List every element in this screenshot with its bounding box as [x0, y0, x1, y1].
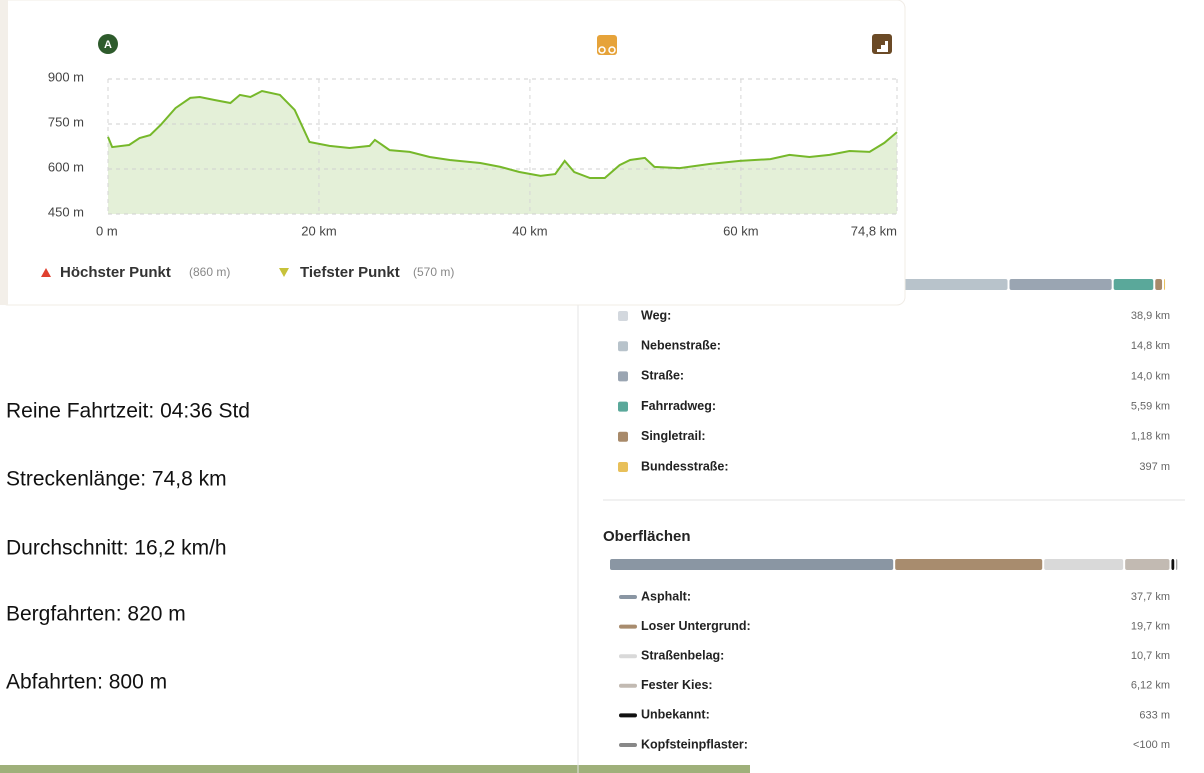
bar-segment	[899, 279, 1007, 290]
surfaces-title: Oberflächen	[603, 528, 691, 545]
stat: Reine Fahrtzeit: 04:36 Std	[6, 400, 250, 423]
item-value: 37,7 km	[1131, 591, 1170, 603]
bar-segment	[1010, 279, 1112, 290]
item-value: <100 m	[1133, 739, 1170, 751]
x-tick-label: 40 km	[512, 223, 547, 238]
item-name: Nebenstraße:	[641, 338, 721, 352]
item-value: 14,0 km	[1131, 370, 1170, 382]
y-tick-label: 600 m	[48, 159, 84, 174]
item-value: 1,18 km	[1131, 431, 1170, 443]
item-name: Straßenbelag:	[641, 648, 724, 662]
item-value: 5,59 km	[1131, 401, 1170, 413]
x-tick-label: 60 km	[723, 223, 758, 238]
page: Weg: 38,9 km Nebenstraße: 14,8 km Straße: 14,…	[0, 0, 1204, 773]
y-tick-label: 750 m	[48, 114, 84, 129]
item-name: Bundesstraße:	[641, 459, 729, 473]
legend-highest: Höchster Punkt	[60, 264, 171, 281]
item-name: Unbekannt:	[641, 708, 710, 722]
bar-segment	[1125, 559, 1169, 570]
legend-lowest-detail: (570 m)	[413, 265, 454, 279]
item-name: Weg:	[641, 308, 671, 322]
item-name: Kopfsteinpflaster:	[641, 737, 748, 751]
bar-segment	[1171, 559, 1174, 570]
screenshot: Weg: 38,9 km Nebenstraße: 14,8 km Straße: 14,…	[0, 0, 1204, 773]
x-tick-label: 74,8 km	[851, 223, 897, 238]
item-value: 10,7 km	[1131, 650, 1170, 662]
stat: Abfahrten: 800 m	[6, 671, 167, 694]
item-name: Singletrail:	[641, 429, 706, 443]
bar-segment	[1176, 559, 1177, 570]
y-tick-label: 900 m	[48, 69, 84, 84]
panel-edge	[0, 0, 8, 305]
legend-swatch	[618, 462, 628, 472]
item-name: Straße:	[641, 369, 684, 383]
legend-swatch	[618, 432, 628, 442]
item-value: 397 m	[1139, 461, 1170, 473]
map-strip	[0, 765, 750, 773]
legend-swatch	[618, 341, 628, 351]
item-value: 14,8 km	[1131, 340, 1170, 352]
bar-segment	[610, 559, 893, 570]
legend-swatch	[618, 371, 628, 381]
x-tick-label: 20 km	[301, 223, 336, 238]
item-name: Fahrradweg:	[641, 399, 716, 413]
item-name: Asphalt:	[641, 589, 691, 603]
bar-segment	[1164, 279, 1165, 290]
start-icon-letter: A	[104, 39, 112, 51]
item-value: 19,7 km	[1131, 621, 1170, 633]
stat: Bergfahrten: 820 m	[6, 603, 186, 626]
legend-swatch	[618, 402, 628, 412]
legend-highest-detail: (860 m)	[189, 265, 230, 279]
item-value: 38,9 km	[1131, 310, 1170, 322]
item-name: Loser Untergrund:	[641, 619, 751, 633]
route-details: Weg: 38,9 km Nebenstraße: 14,8 km Straße: 14,…	[610, 279, 1177, 751]
stat: Durchschnitt: 16,2 km/h	[6, 537, 227, 560]
bar-segment	[1155, 279, 1162, 290]
item-value: 6,12 km	[1131, 680, 1170, 692]
legend-lowest: Tiefster Punkt	[300, 264, 400, 281]
item-name: Fester Kies:	[641, 678, 713, 692]
bar-segment	[1044, 559, 1123, 570]
stat: Streckenlänge: 74,8 km	[6, 468, 227, 491]
legend-swatch	[618, 311, 628, 321]
bar-segment	[1114, 279, 1154, 290]
item-value: 633 m	[1139, 709, 1170, 721]
bar-segment	[895, 559, 1042, 570]
y-tick-label: 450 m	[48, 204, 84, 219]
x-tick-label: 0 m	[96, 223, 118, 238]
